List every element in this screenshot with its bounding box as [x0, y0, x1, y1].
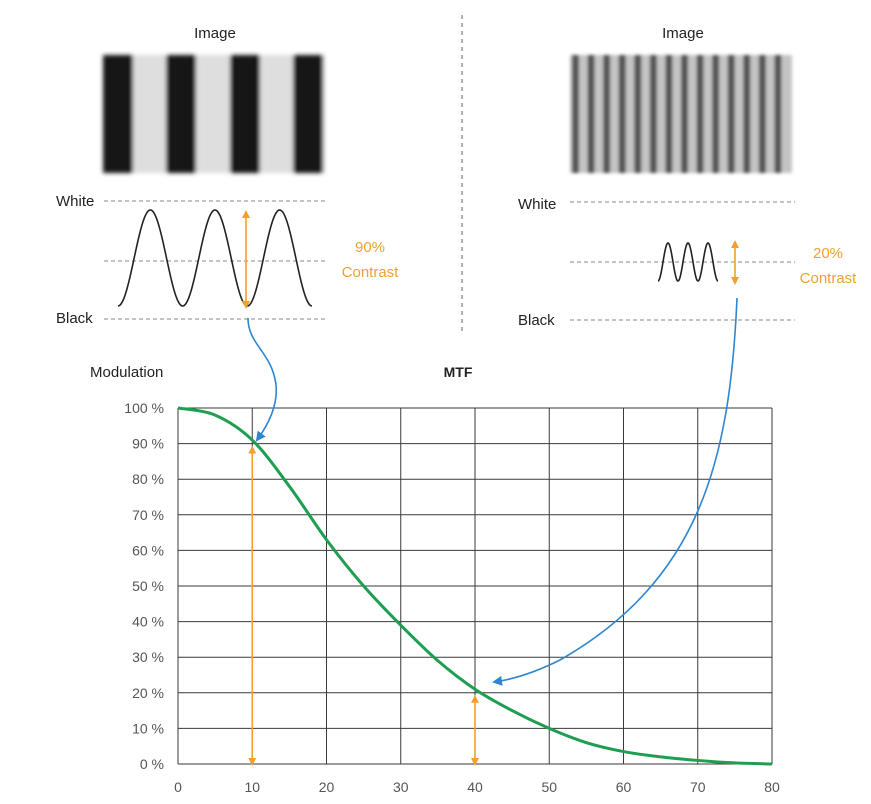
stripe	[696, 55, 704, 173]
y-tick-label: 50 %	[132, 578, 164, 594]
stripe	[727, 55, 735, 173]
left-black-label: Black	[56, 310, 93, 327]
stripe	[665, 55, 673, 173]
chart-marker-arrows	[248, 445, 479, 766]
stripe	[587, 55, 595, 173]
left-white-label: White	[56, 193, 94, 210]
x-tick-label: 80	[764, 779, 780, 795]
stripe	[681, 55, 688, 173]
stripe	[634, 55, 642, 173]
x-tick-label: 40	[467, 779, 483, 795]
chart-tick-labels: 0 10 20 30 40 50 60 70 80 0 % 10 % 20 % 30 % 40 % 50 %…	[124, 400, 780, 795]
left-contrast-word: Contrast	[342, 264, 400, 281]
stripe	[603, 55, 611, 173]
right-contrast-word: Contrast	[800, 270, 858, 287]
y-tick-label: 20 %	[132, 685, 164, 701]
x-tick-label: 0	[174, 779, 182, 795]
x-tick-label: 60	[616, 779, 632, 795]
stripe	[618, 55, 626, 173]
stripe	[758, 55, 766, 173]
stripe	[774, 55, 782, 173]
right-sine-wave	[657, 242, 719, 282]
y-tick-label: 90 %	[132, 436, 164, 452]
y-tick-label: 70 %	[132, 507, 164, 523]
y-tick-label: 100 %	[124, 400, 164, 416]
right-white-label: White	[518, 196, 556, 213]
left-contrast-percent: 90%	[355, 239, 385, 256]
right-image-label: Image	[662, 25, 704, 42]
high-frequency-bar-image	[570, 55, 792, 173]
low-frequency-bar-image	[103, 55, 325, 173]
y-tick-label: 80 %	[132, 471, 164, 487]
stripe	[649, 55, 657, 173]
x-tick-label: 30	[393, 779, 409, 795]
x-tick-label: 50	[541, 779, 557, 795]
y-tick-label: 30 %	[132, 649, 164, 665]
stripe	[572, 55, 579, 173]
y-tick-label: 40 %	[132, 614, 164, 630]
x-tick-label: 10	[244, 779, 260, 795]
left-sine-wave	[117, 209, 313, 307]
y-tick-label: 60 %	[132, 542, 164, 558]
right-to-chart-arrow	[492, 297, 738, 686]
chart-title: MTF	[444, 364, 473, 380]
right-contrast-percent: 20%	[813, 245, 843, 262]
chart-ylabel: Modulation	[90, 364, 163, 381]
y-tick-label: 0 %	[140, 756, 164, 772]
stripe	[712, 55, 720, 173]
stripe	[743, 55, 751, 173]
x-tick-label: 20	[319, 779, 335, 795]
left-to-chart-arrow	[247, 317, 278, 442]
mtf-curve	[177, 406, 773, 766]
y-tick-label: 10 %	[132, 720, 164, 736]
x-tick-label: 70	[690, 779, 706, 795]
left-image-label: Image	[194, 25, 236, 42]
right-black-label: Black	[518, 312, 555, 329]
